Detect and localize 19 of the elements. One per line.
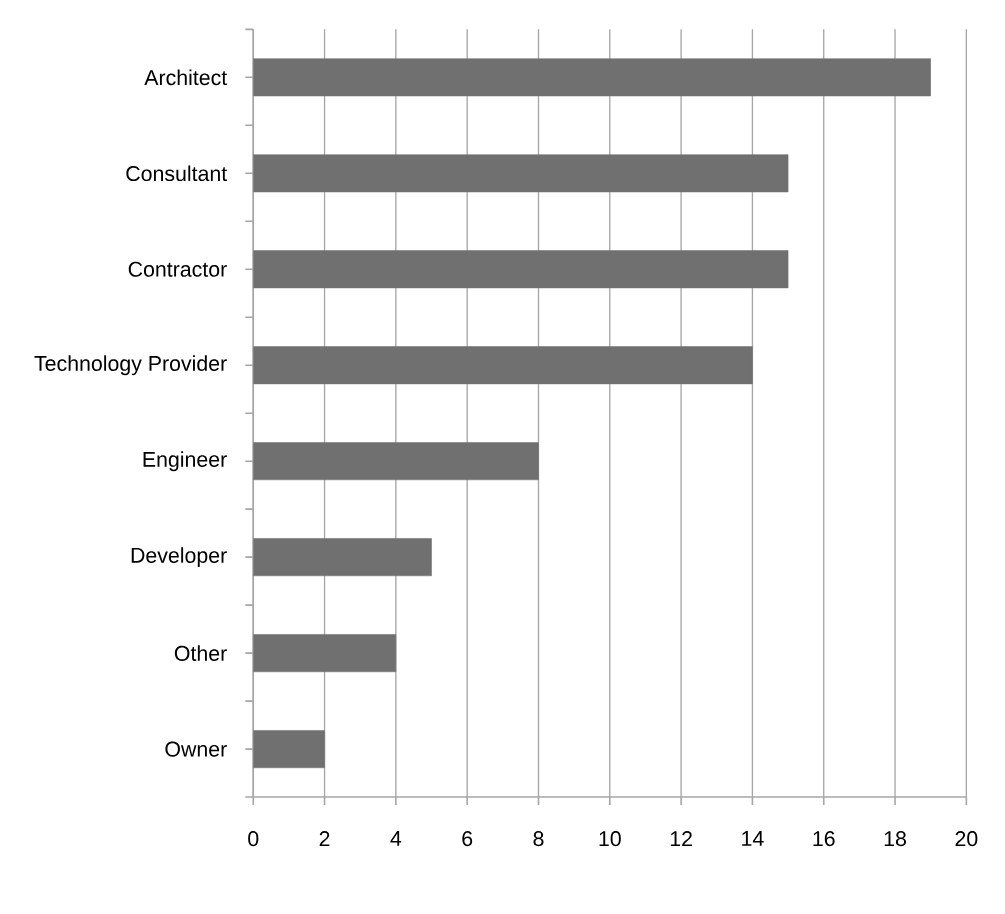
y-tick-label: Architect [144, 69, 228, 85]
x-tick-label: 12 [670, 830, 692, 846]
x-tick-label: 18 [884, 830, 906, 847]
y-tick-label: Developer [131, 547, 227, 567]
y-tick-label: Technology Provider [34, 355, 227, 375]
y-tick-label: Contractor [128, 261, 227, 277]
x-tick-label: 2 [319, 830, 330, 846]
x-tick-label: 0 [248, 830, 259, 847]
y-tick-label: Other [174, 645, 227, 661]
x-tick-label: 4 [390, 830, 402, 846]
x-tick-label: 8 [533, 830, 544, 847]
x-tick-label: 14 [742, 830, 764, 846]
y-tick-label: Owner [165, 741, 227, 757]
x-tick-label: 16 [813, 830, 835, 847]
x-tick-label: 10 [599, 830, 621, 847]
x-tick-label: 20 [955, 830, 978, 847]
y-tick-label: Consultant [126, 165, 228, 181]
y-tick-label: Engineer [143, 451, 227, 471]
x-tick-label: 6 [462, 830, 473, 847]
